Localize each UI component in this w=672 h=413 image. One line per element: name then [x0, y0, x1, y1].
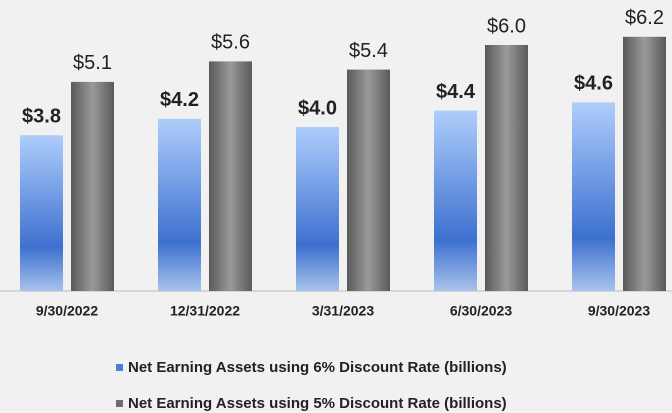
bar	[71, 81, 114, 292]
x-tick-label: 12/31/2022	[170, 303, 240, 319]
x-tick-label: 3/31/2023	[312, 303, 374, 319]
bar	[296, 127, 339, 291]
legend-label: Net Earning Assets using 6% Discount Rat…	[128, 359, 507, 376]
value-label: $6.2	[625, 7, 664, 29]
value-label: $5.1	[73, 52, 112, 74]
legend-marker	[116, 400, 123, 407]
bar	[347, 69, 390, 291]
bar	[209, 61, 252, 292]
legend-marker	[116, 364, 123, 371]
bar	[158, 118, 201, 291]
x-tick-label: 6/30/2023	[450, 303, 512, 319]
value-label: $6.0	[487, 15, 526, 37]
value-label: $4.4	[436, 81, 476, 103]
value-label: $4.6	[574, 73, 613, 95]
bar	[572, 102, 615, 292]
value-label: $5.6	[211, 32, 250, 54]
x-tick-label: 9/30/2022	[36, 303, 98, 319]
bar	[485, 45, 528, 291]
bar	[434, 110, 477, 291]
x-tick-label: 9/30/2023	[588, 303, 650, 319]
value-label: $4.2	[160, 89, 199, 111]
bar	[20, 135, 63, 291]
value-label: $5.4	[349, 40, 388, 62]
value-label: $4.0	[298, 97, 337, 119]
value-label: $3.8	[22, 105, 61, 127]
legend-label: Net Earning Assets using 5% Discount Rat…	[128, 395, 507, 412]
bar	[623, 36, 666, 291]
